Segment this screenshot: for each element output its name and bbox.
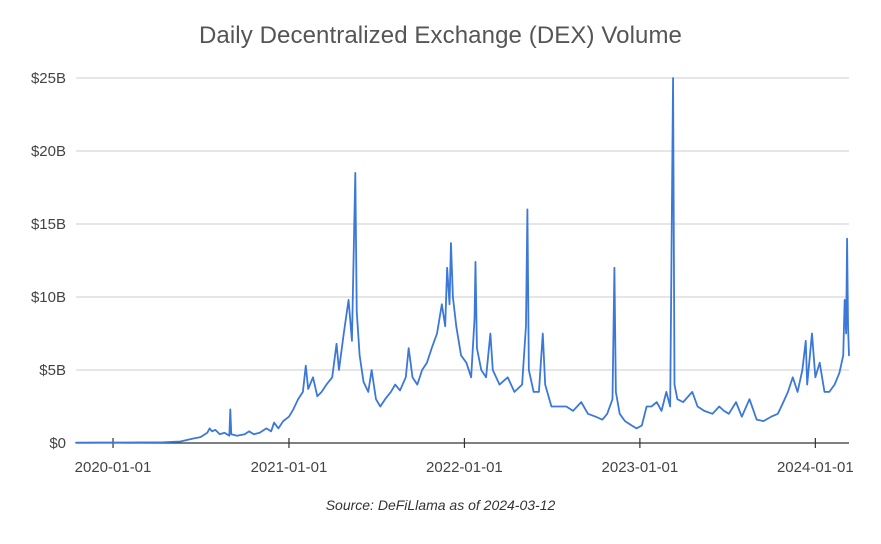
y-tick-label: $10B (31, 289, 66, 306)
y-tick-label: $15B (31, 216, 66, 233)
y-tick-label: $20B (31, 143, 66, 160)
dex-volume-series-line (75, 77, 850, 444)
y-tick-label: $0 (49, 435, 66, 452)
x-tick-label: 2022-01-01 (426, 459, 503, 476)
chart-title: Daily Decentralized Exchange (DEX) Volum… (199, 22, 682, 49)
series-layer (75, 77, 850, 444)
chart-source-note: Source: DeFiLlama as of 2024-03-12 (325, 497, 556, 513)
x-tick-label: 2024-01-01 (777, 459, 854, 476)
y-tick-label: $5B (39, 362, 66, 379)
x-tick-label: 2021-01-01 (251, 459, 328, 476)
axes (76, 438, 849, 448)
tick-labels: $0 $5B $10B $15B $20B $25B 2020-01-01 2021-01-0… (31, 70, 854, 476)
x-tick-label: 2020-01-01 (75, 459, 152, 476)
y-tick-label: $25B (31, 70, 66, 87)
x-tick-label: 2023-01-01 (602, 459, 679, 476)
gridlines (76, 77, 849, 371)
